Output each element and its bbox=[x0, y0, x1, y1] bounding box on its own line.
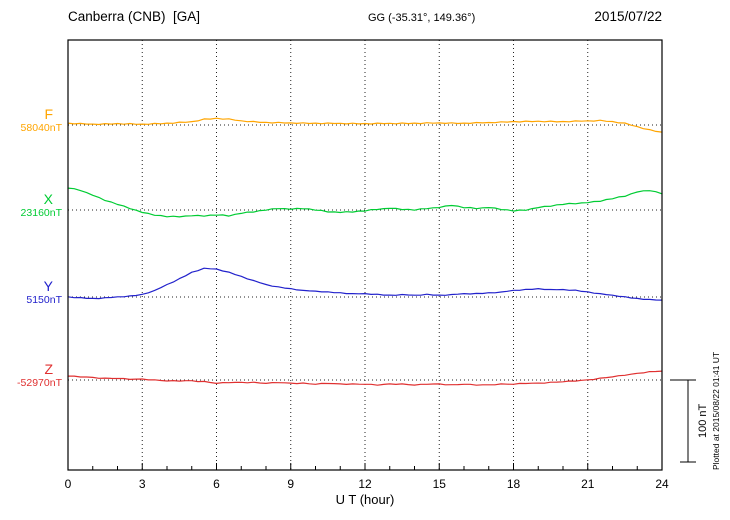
x-axis-label: U T (hour) bbox=[335, 492, 395, 507]
station-title: Canberra (CNB) [GA] bbox=[68, 9, 201, 24]
trace-name-Z: Z bbox=[44, 361, 53, 377]
trace-label-Z: Z -52970nT bbox=[0, 361, 62, 390]
trace-name-F: F bbox=[44, 106, 53, 122]
trace-F bbox=[67, 117, 663, 133]
x-tick-label-15: 15 bbox=[432, 477, 446, 491]
x-tick-label-21: 21 bbox=[581, 477, 595, 491]
x-tick-label-0: 0 bbox=[64, 477, 72, 491]
x-tick-label-24: 24 bbox=[655, 477, 669, 491]
geographic-coordinates: GG (-35.31°, 149.36°) bbox=[368, 12, 476, 24]
x-tick-label-3: 3 bbox=[138, 477, 146, 491]
trace-Y bbox=[67, 267, 663, 301]
trace-name-X: X bbox=[43, 191, 53, 207]
plotted-at-timestamp: Plotted at 2015/08/22 01:41 UT bbox=[711, 351, 721, 470]
x-tick-label-18: 18 bbox=[506, 477, 521, 491]
trace-name-Y: Y bbox=[43, 278, 53, 294]
plot-frame bbox=[67, 39, 663, 471]
x-tick-label-12: 12 bbox=[358, 477, 372, 491]
x-axis-tick-labels: 0 3 6 9 12 15 18 21 24 bbox=[0, 477, 730, 491]
trace-label-F: F 58040nT bbox=[0, 106, 62, 135]
trace-baseline-Y: 5150nT bbox=[26, 294, 62, 306]
plot-date: 2015/07/22 bbox=[594, 9, 662, 24]
trace-baseline-F: 58040nT bbox=[20, 122, 62, 134]
trace-X bbox=[67, 187, 663, 218]
trace-baseline-Z: -52970nT bbox=[17, 377, 62, 389]
scale-bar-label: 100 nT bbox=[697, 403, 709, 439]
x-tick-label-9: 9 bbox=[287, 477, 295, 491]
trace-baseline-X: 23160nT bbox=[20, 207, 62, 219]
trace-label-Y: Y 5150nT bbox=[0, 278, 62, 307]
trace-label-X: X 23160nT bbox=[0, 191, 62, 220]
x-tick-label-6: 6 bbox=[213, 477, 220, 491]
trace-Z bbox=[67, 370, 663, 386]
